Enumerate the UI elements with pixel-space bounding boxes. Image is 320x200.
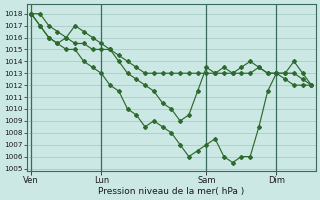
X-axis label: Pression niveau de la mer( hPa ): Pression niveau de la mer( hPa ) <box>98 187 244 196</box>
